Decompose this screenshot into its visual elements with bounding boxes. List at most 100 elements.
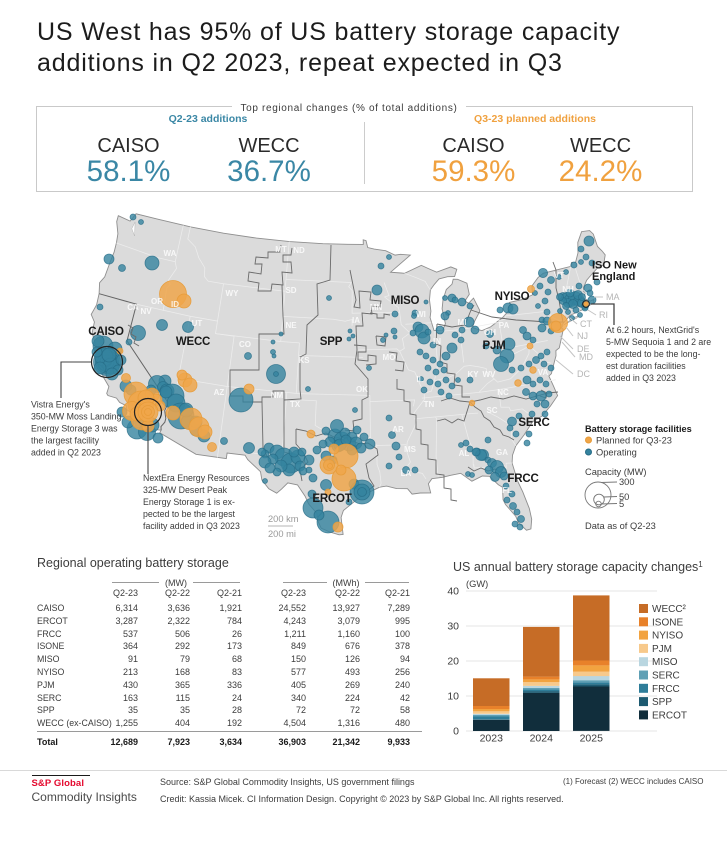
svg-text:MO: MO: [383, 353, 396, 362]
svg-text:2023: 2023: [480, 733, 504, 745]
svg-text:2024: 2024: [530, 733, 554, 745]
svg-text:NM: NM: [271, 391, 284, 400]
svg-text:SERC: SERC: [518, 417, 549, 429]
svg-text:WECC: WECC: [176, 336, 210, 348]
svg-text:NE: NE: [285, 321, 297, 330]
svg-text:0: 0: [453, 726, 459, 738]
svg-text:SPP: SPP: [652, 697, 672, 708]
svg-text:40: 40: [447, 586, 459, 598]
svg-text:AL: AL: [459, 449, 470, 458]
svg-text:ISONE: ISONE: [652, 617, 683, 628]
svg-text:5: 5: [619, 499, 624, 509]
svg-text:ID: ID: [171, 300, 179, 309]
svg-text:ISO New: ISO New: [592, 260, 637, 272]
svg-text:ERCOT: ERCOT: [652, 710, 687, 721]
svg-text:ND: ND: [293, 246, 305, 255]
svg-text:SPP: SPP: [320, 336, 343, 348]
svg-text:WV: WV: [483, 370, 497, 379]
svg-text:SC: SC: [486, 406, 497, 415]
svg-text:KY: KY: [467, 370, 479, 379]
svg-text:CT: CT: [580, 319, 592, 329]
svg-text:PJM: PJM: [652, 644, 672, 655]
svg-text:PA: PA: [499, 321, 510, 330]
svg-text:NJ: NJ: [577, 331, 588, 341]
svg-text:the largest facility: the largest facility: [31, 436, 100, 446]
svg-text:SD: SD: [285, 286, 296, 295]
svg-text:325-MW Desert Peak: 325-MW Desert Peak: [143, 485, 228, 495]
svg-text:MI: MI: [458, 318, 467, 327]
svg-text:200 km: 200 km: [268, 514, 299, 524]
svg-text:NH: NH: [562, 285, 574, 294]
svg-text:RI: RI: [599, 310, 608, 320]
svg-text:AR: AR: [392, 425, 404, 434]
svg-text:pected to be the largest: pected to be the largest: [143, 509, 235, 519]
svg-text:expected to be the long-: expected to be the long-: [606, 349, 700, 359]
svg-text:US annual battery storage capa: US annual battery storage capacity chang…: [453, 560, 703, 574]
svg-text:KS: KS: [298, 356, 310, 365]
svg-text:Energy Storage 1 is ex-: Energy Storage 1 is ex-: [143, 497, 235, 507]
svg-text:OR: OR: [151, 297, 163, 306]
svg-text:MISO: MISO: [652, 657, 678, 668]
svg-text:CO: CO: [239, 340, 251, 349]
svg-text:FRCC: FRCC: [652, 684, 680, 695]
svg-text:est duration facilities: est duration facilities: [606, 361, 686, 371]
svg-text:MT: MT: [275, 245, 287, 254]
svg-text:NY: NY: [539, 261, 551, 270]
svg-text:50: 50: [619, 492, 629, 502]
svg-text:NC: NC: [497, 388, 509, 397]
svg-text:NV: NV: [140, 307, 152, 316]
svg-text:CA: CA: [127, 303, 139, 312]
svg-text:WA: WA: [164, 249, 177, 258]
svg-text:GA: GA: [496, 448, 508, 457]
svg-text:Battery storage facilities: Battery storage facilities: [585, 424, 692, 434]
svg-text:30: 30: [447, 621, 459, 633]
svg-text:Capacity (MW): Capacity (MW): [585, 467, 646, 477]
svg-text:2025: 2025: [580, 733, 604, 745]
svg-text:NYISO: NYISO: [652, 631, 683, 642]
svg-text:20: 20: [447, 656, 459, 668]
svg-text:UT: UT: [192, 319, 203, 328]
svg-text:IL: IL: [416, 375, 423, 384]
svg-text:5-MW Sequoia 1 and 2 are: 5-MW Sequoia 1 and 2 are: [606, 337, 711, 347]
svg-text:MISO: MISO: [391, 295, 420, 307]
svg-text:Energy Storage 3 was: Energy Storage 3 was: [31, 424, 118, 434]
svg-text:SERC: SERC: [652, 671, 680, 682]
svg-text:England: England: [592, 271, 635, 283]
svg-text:10: 10: [447, 691, 459, 703]
svg-text:300: 300: [619, 477, 635, 487]
svg-text:FL: FL: [502, 486, 512, 495]
svg-text:MA: MA: [606, 292, 620, 302]
svg-text:NextEra Energy Resources: NextEra Energy Resources: [143, 473, 250, 483]
svg-text:FRCC: FRCC: [507, 473, 538, 485]
svg-text:OK: OK: [356, 385, 368, 394]
svg-text:NYISO: NYISO: [495, 291, 530, 303]
svg-text:TX: TX: [290, 400, 301, 409]
svg-text:WI: WI: [416, 310, 426, 319]
svg-text:IN: IN: [433, 337, 441, 346]
svg-text:At 6.2 hours, NextGrid's: At 6.2 hours, NextGrid's: [606, 325, 700, 335]
svg-text:DE: DE: [577, 344, 590, 354]
svg-text:OH: OH: [484, 328, 496, 337]
svg-text:facility added in Q3 2023: facility added in Q3 2023: [143, 521, 240, 531]
svg-text:MN: MN: [370, 303, 383, 312]
svg-text:VA: VA: [538, 368, 549, 377]
svg-text:Data as of Q2-23: Data as of Q2-23: [585, 521, 656, 531]
svg-text:MS: MS: [404, 445, 417, 454]
svg-text:AZ: AZ: [214, 388, 225, 397]
svg-text:350-MW Moss Landing: 350-MW Moss Landing: [31, 412, 122, 422]
svg-text:(GW): (GW): [466, 579, 488, 589]
svg-text:TN: TN: [424, 400, 435, 409]
svg-text:Planned for Q3-23: Planned for Q3-23: [596, 436, 672, 446]
svg-text:WY: WY: [226, 289, 240, 298]
svg-text:ERCOT: ERCOT: [312, 493, 351, 505]
svg-text:VT: VT: [554, 271, 564, 280]
svg-text:IA: IA: [352, 316, 360, 325]
svg-text:MD: MD: [579, 352, 593, 362]
svg-text:added in Q3 2023: added in Q3 2023: [606, 373, 676, 383]
svg-text:LA: LA: [401, 469, 412, 478]
svg-text:Operating: Operating: [596, 448, 637, 458]
svg-text:CAISO: CAISO: [88, 326, 124, 338]
svg-text:DC: DC: [577, 369, 590, 379]
svg-text:WECC²: WECC²: [652, 604, 687, 615]
svg-text:PJM: PJM: [482, 340, 505, 352]
